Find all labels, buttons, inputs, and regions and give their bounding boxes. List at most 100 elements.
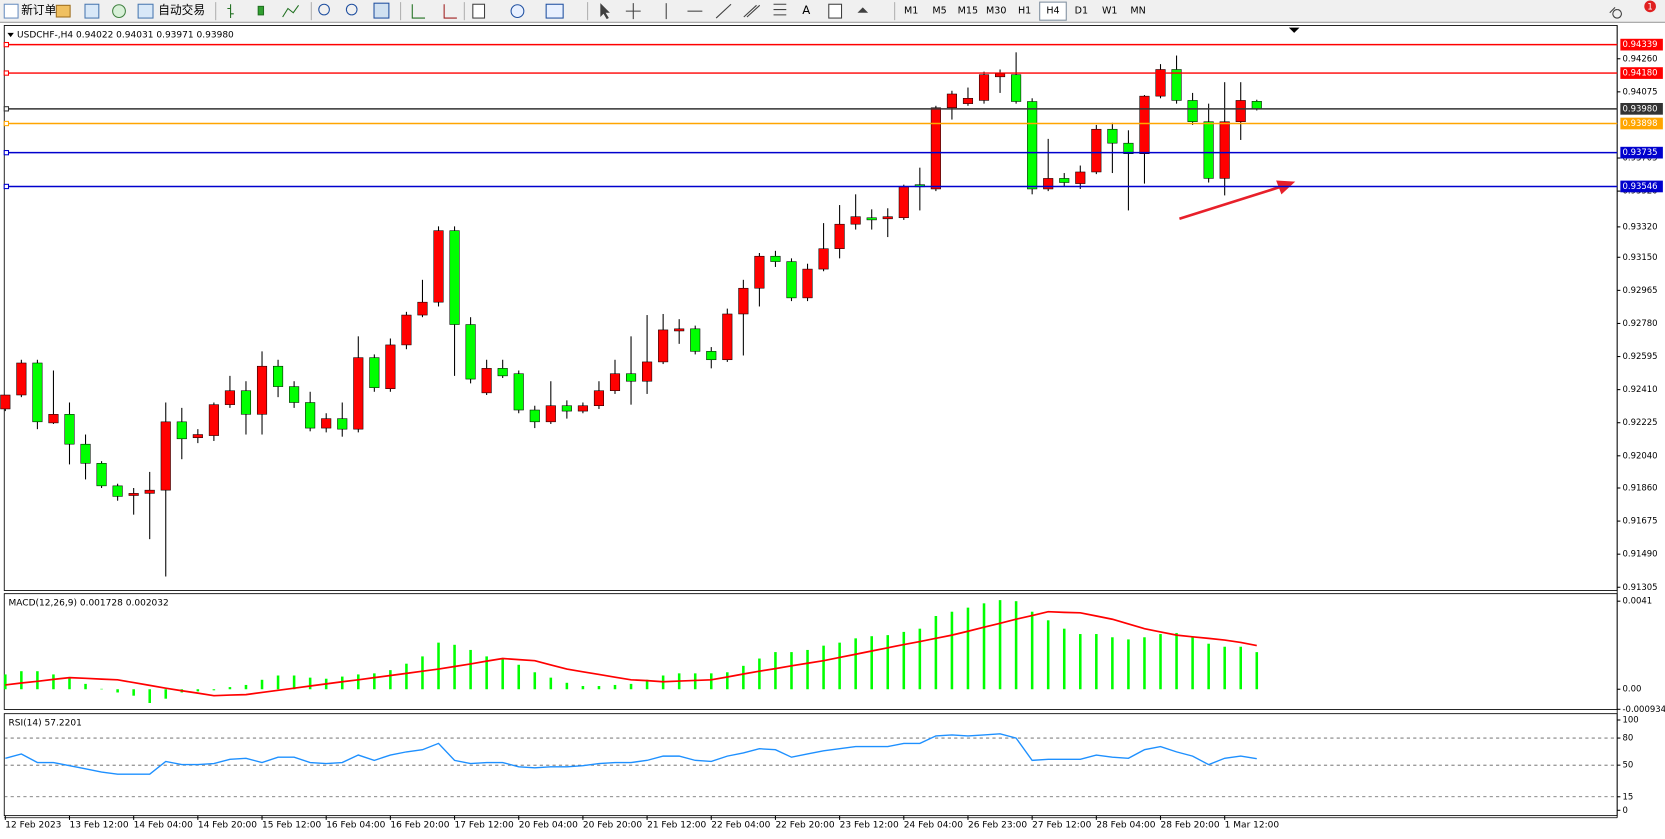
notification-badge[interactable] — [1644, 0, 1656, 13]
macd-bar — [1095, 634, 1098, 690]
zoom-in-icon[interactable] — [318, 3, 330, 16]
candle-body — [449, 230, 460, 325]
macd-bar — [613, 684, 617, 690]
pane-title: MACD(12,26,9) 0.001728 0.002032 — [9, 599, 169, 609]
candle-body — [48, 414, 59, 424]
macd-bar — [116, 689, 119, 693]
macd-bar — [1255, 652, 1259, 690]
timeframe-button[interactable]: MN — [1130, 6, 1145, 17]
candle-body — [561, 405, 572, 412]
candle-body — [1251, 101, 1262, 110]
fibo-icon[interactable] — [773, 3, 787, 16]
macd-bar — [389, 670, 392, 690]
timeframe-button[interactable]: M30 — [986, 6, 1006, 17]
trendline-icon[interactable] — [715, 3, 732, 19]
new-order-button[interactable]: 新订单 — [21, 3, 56, 17]
rsi-line — [5, 733, 1257, 775]
autoscroll-icon[interactable] — [443, 4, 457, 19]
candle-body — [995, 73, 1006, 78]
candle-body — [690, 328, 701, 352]
label-tool-icon[interactable] — [828, 3, 843, 19]
channel-icon[interactable] — [743, 4, 761, 18]
macd-bar — [68, 677, 71, 690]
chart-shift-marker[interactable] — [1288, 27, 1300, 33]
candle-body — [256, 365, 268, 415]
candle-body — [305, 402, 316, 429]
candle-body — [1123, 142, 1134, 154]
candle-body — [1139, 95, 1150, 154]
x-tick-label: 14 Feb 20:00 — [198, 821, 257, 831]
notification-count: 1 — [1647, 2, 1652, 12]
tool-icon[interactable] — [55, 4, 71, 18]
timeframe-button[interactable]: H1 — [1018, 6, 1031, 17]
x-tick-label: 15 Feb 12:00 — [262, 821, 321, 831]
macd-bar — [340, 676, 344, 690]
macd-bar — [1079, 634, 1082, 690]
crosshair-icon[interactable] — [625, 3, 641, 20]
timeframe-button[interactable]: M5 — [932, 6, 946, 17]
line-icon[interactable] — [282, 5, 300, 18]
x-tick-label: 21 Feb 12:00 — [647, 821, 706, 831]
arrows-icon[interactable] — [857, 7, 869, 13]
periods-icon[interactable] — [510, 4, 525, 19]
timeframe-button[interactable]: H4 — [1046, 6, 1059, 17]
macd-bar — [918, 628, 922, 690]
macd-bar — [501, 658, 504, 690]
macd-bar — [405, 663, 408, 690]
macd-bar — [774, 652, 777, 690]
search-icon[interactable] — [1609, 7, 1622, 19]
macd-bar — [982, 603, 986, 690]
y-tick-label: 0.92410 — [1622, 385, 1657, 395]
templates-icon[interactable] — [545, 3, 564, 19]
text-tool[interactable]: A — [802, 3, 810, 17]
chart-type-icons[interactable] — [227, 4, 300, 19]
candle-body — [882, 216, 893, 220]
x-tick-label: 24 Feb 04:00 — [904, 821, 963, 831]
price-level-label: 0.93735 — [1622, 148, 1657, 158]
tool-icon[interactable] — [84, 3, 100, 19]
macd-bar — [886, 635, 890, 690]
cursor-icon[interactable] — [600, 3, 610, 20]
candle-body — [625, 373, 637, 382]
macd-bar — [373, 673, 376, 690]
y-tick-label: 0.94260 — [1622, 54, 1657, 64]
candle-body — [609, 373, 621, 391]
candle-icon[interactable] — [257, 5, 265, 16]
active-timeframe — [1039, 1, 1067, 21]
macd-bar — [902, 631, 906, 690]
bar-chart-icon[interactable] — [227, 4, 234, 19]
indicators-icon[interactable] — [472, 3, 486, 19]
candle-body — [321, 418, 332, 429]
auto-trading-button[interactable]: 自动交易 — [158, 3, 205, 17]
shift-icon[interactable] — [411, 4, 426, 19]
candle-body — [850, 216, 861, 225]
tile-icon[interactable] — [373, 2, 390, 19]
macd-bar — [100, 688, 103, 690]
toolbar: 新订单 自动交易 A M1 M5 M15 M30 H — [0, 0, 1665, 23]
candle-body — [1235, 100, 1246, 122]
macd-bar — [437, 642, 440, 690]
candle-body — [802, 268, 813, 299]
macd-bar — [1030, 611, 1034, 690]
auto-trading-icon[interactable] — [137, 3, 154, 19]
timeframe-button[interactable]: D1 — [1075, 6, 1088, 17]
timeframe-button[interactable]: W1 — [1102, 6, 1118, 17]
tool-icon[interactable] — [112, 4, 126, 19]
x-tick-label: 1 Mar 12:00 — [1225, 821, 1280, 831]
candle-body — [144, 489, 155, 494]
y-tick-label: 0.92780 — [1622, 319, 1657, 329]
macd-bar — [308, 677, 312, 690]
new-order-icon[interactable] — [3, 3, 19, 19]
macd-bar — [357, 674, 360, 690]
candle-body — [706, 351, 717, 361]
candle-body — [1171, 69, 1182, 101]
candle-body — [642, 361, 653, 382]
timeframe-button[interactable]: M1 — [904, 6, 918, 17]
macd-bar — [1223, 646, 1226, 690]
candle-body — [1011, 74, 1022, 102]
macd-bar — [1143, 637, 1146, 690]
timeframe-button[interactable]: M15 — [958, 6, 978, 17]
symbol-menu-marker[interactable] — [7, 32, 14, 38]
zoom-out-icon[interactable] — [345, 3, 358, 16]
